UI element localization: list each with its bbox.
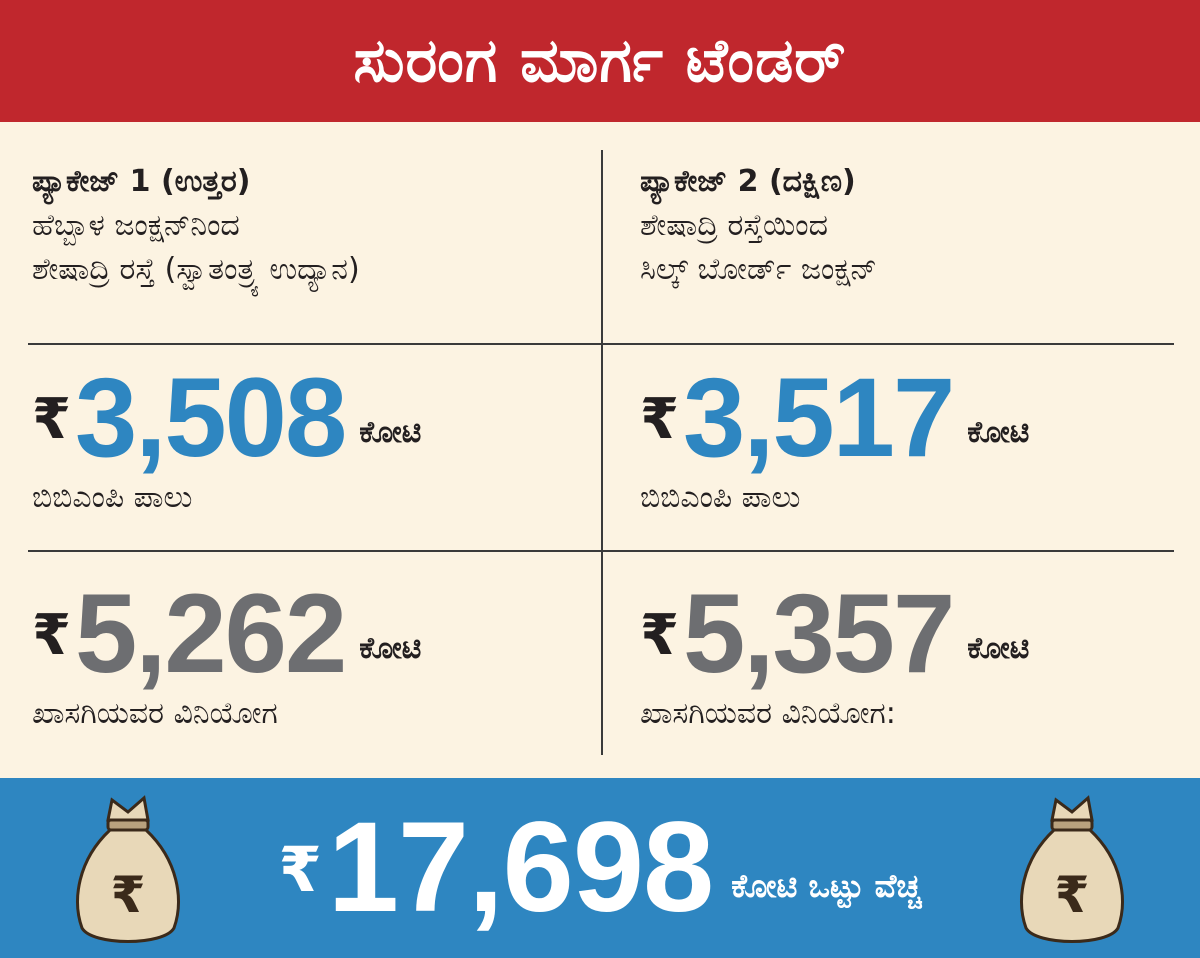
package-1-bbmp-caption: ಬಿಬಿಎಂಪಿ ಪಾಲು: [32, 480, 193, 515]
page-title: ಸುರಂಗ ಮಾರ್ಗ ಟೆಂಡರ್: [353, 26, 847, 96]
rupee-symbol: ₹: [278, 833, 322, 906]
money-bag-icon: ₹: [76, 795, 180, 943]
total-amount: 17,698: [327, 796, 714, 939]
package-2-route-to: ಸಿಲ್ಕ್ ಬೋರ್ಡ್ ಜಂಕ್ಷನ್: [640, 252, 877, 287]
package-2-bbmp-unit: ಕೋಟಿ: [967, 415, 1030, 450]
package-1-route-from: ಹೆಬ್ಬಾಳ ಜಂಕ್ಷನ್‌ನಿಂದ: [32, 208, 240, 243]
package-1-private-investment: ₹ 5,262 ಕೋಟಿ ಖಾಸಗಿಯವರ ವಿನಿಯೋಗ: [32, 570, 592, 736]
package-1-private-caption: ಖಾಸಗಿಯವರ ವಿನಿಯೋಗ: [32, 696, 278, 731]
package-2-bbmp-caption: ಬಿಬಿಎಂಪಿ ಪಾಲು: [640, 480, 801, 515]
package-1-route-to: ಶೇಷಾದ್ರಿ ರಸ್ತೆ (ಸ್ವಾತಂತ್ರ್ಯ ಉದ್ಯಾನ): [32, 252, 360, 287]
package-1-private-unit: ಕೋಟಿ: [359, 631, 422, 666]
package-2-heading: ಪ್ಯಾಕೇಜ್ 2 (ದಕ್ಷಿಣ): [640, 164, 856, 199]
row-divider: [28, 343, 1174, 345]
package-1-private-amount: 5,262: [74, 571, 347, 696]
package-2-private-amount: 5,357: [682, 571, 955, 696]
total-cost-banner: ₹ 17,698 ಕೋಟಿ ಒಟ್ಟು ವೆಚ್ಚ: [0, 778, 1200, 958]
title-banner: ಸುರಂಗ ಮಾರ್ಗ ಟೆಂಡರ್: [0, 0, 1200, 122]
package-1-bbmp-share: ₹ 3,508 ಕೋಟಿ ಬಿಬಿಎಂಪಿ ಪಾಲು: [32, 354, 592, 520]
package-2-private-caption: ಖಾಸಗಿಯವರ ವಿನಿಯೋಗ:: [640, 696, 896, 731]
package-2-route-from: ಶೇಷಾದ್ರಿ ರಸ್ತೆಯಿಂದ: [640, 208, 828, 243]
package-2-bbmp-share: ₹ 3,517 ಕೋಟಿ ಬಿಬಿಎಂಪಿ ಪಾಲು: [640, 354, 1200, 520]
package-1-route: ಪ್ಯಾಕೇಜ್ 1 (ಉತ್ತರ) ಹೆಬ್ಬಾಳ ಜಂಕ್ಷನ್‌ನಿಂದ …: [32, 160, 592, 292]
money-bag-icon: ₹: [1020, 795, 1124, 943]
package-1-bbmp-amount: 3,508: [74, 355, 347, 480]
package-2-private-unit: ಕೋಟಿ: [967, 631, 1030, 666]
rupee-symbol: ₹: [32, 387, 71, 452]
svg-text:₹: ₹: [1055, 866, 1090, 924]
column-divider: [601, 150, 603, 755]
package-1-bbmp-unit: ಕೋಟಿ: [359, 415, 422, 450]
total-unit: ಕೋಟಿ ಒಟ್ಟು ವೆಚ್ಚ: [731, 867, 922, 905]
package-grid: ಪ್ಯಾಕೇಜ್ 1 (ಉತ್ತರ) ಹೆಬ್ಬಾಳ ಜಂಕ್ಷನ್‌ನಿಂದ …: [0, 122, 1200, 778]
package-2-bbmp-amount: 3,517: [682, 355, 955, 480]
package-1-heading: ಪ್ಯಾಕೇಜ್ 1 (ಉತ್ತರ): [32, 164, 251, 199]
rupee-symbol: ₹: [640, 387, 679, 452]
package-2-private-investment: ₹ 5,357 ಕೋಟಿ ಖಾಸಗಿಯವರ ವಿನಿಯೋಗ:: [640, 570, 1200, 736]
rupee-symbol: ₹: [32, 603, 71, 668]
row-divider: [28, 550, 1174, 552]
rupee-symbol: ₹: [640, 603, 679, 668]
package-2-route: ಪ್ಯಾಕೇಜ್ 2 (ದಕ್ಷಿಣ) ಶೇಷಾದ್ರಿ ರಸ್ತೆಯಿಂದ ಸ…: [640, 160, 1200, 292]
svg-text:₹: ₹: [111, 866, 146, 924]
